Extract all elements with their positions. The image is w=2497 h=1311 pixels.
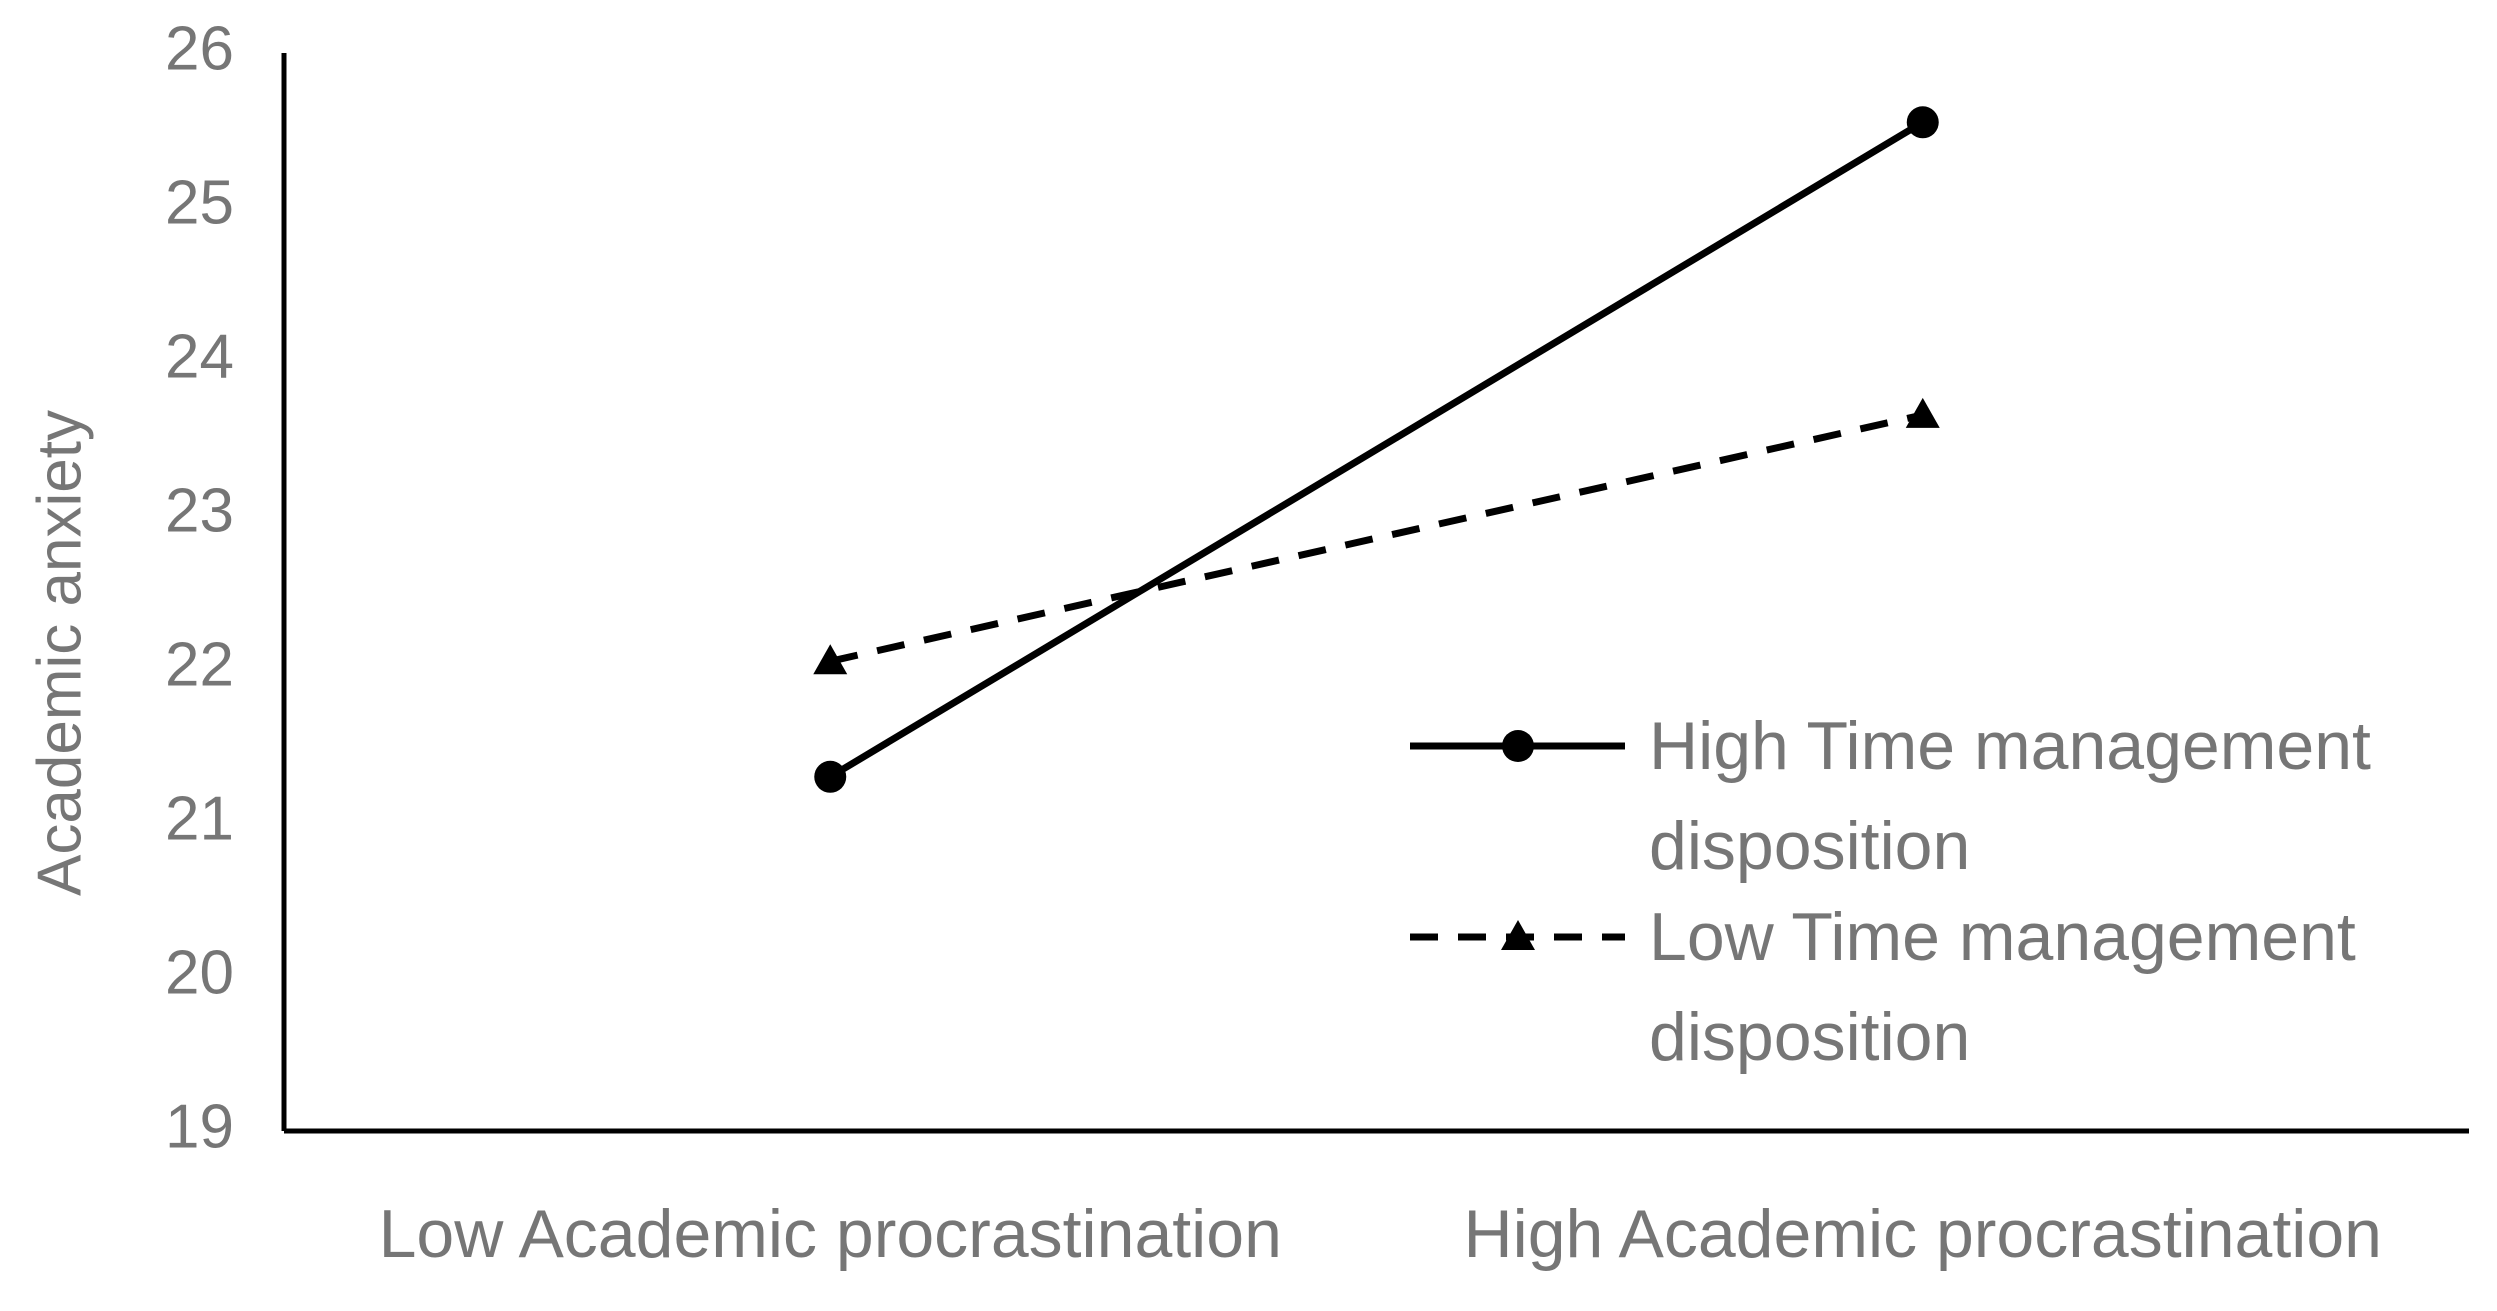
y-tick-label: 25 (165, 168, 234, 237)
y-tick-label: 21 (165, 784, 234, 853)
marker (1905, 397, 1940, 428)
y-tick-label: 19 (165, 1092, 234, 1161)
marker (813, 644, 848, 675)
legend-label: High Time management disposition (1649, 708, 2371, 884)
series-line (828, 119, 1925, 780)
y-tick-label: 26 (165, 14, 234, 83)
y-tick-label: 24 (165, 322, 234, 391)
marker (1502, 730, 1534, 762)
y-tick-label: 22 (165, 630, 234, 699)
marker (814, 760, 847, 793)
series-line (829, 411, 1924, 665)
y-tick-label: 20 (165, 938, 234, 1007)
legend-label: Low Time management disposition (1649, 899, 2356, 1075)
marker (1906, 106, 1939, 139)
y-tick-label: 23 (165, 476, 234, 545)
x-tick-label: Low Academic procrastination (379, 1196, 1282, 1272)
y-axis-label: Academic anxiety (25, 410, 94, 896)
marker (1501, 920, 1535, 950)
x-tick-label: High Academic procrastination (1464, 1196, 2382, 1272)
